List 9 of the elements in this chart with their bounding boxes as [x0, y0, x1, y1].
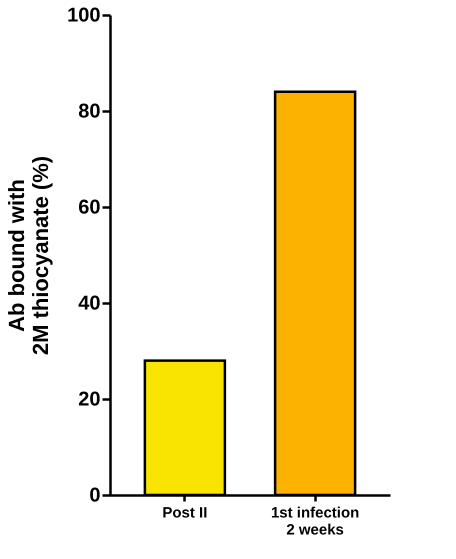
x-tick-label: 1st infection 2 weeks: [270, 504, 360, 538]
y-tick-label: 40: [78, 292, 100, 314]
y-tick-label: 60: [78, 196, 100, 218]
y-axis-title: Ab bound with 2M thiocyanate (%): [4, 156, 54, 356]
y-tick-label: 20: [78, 388, 100, 410]
y-tick-label: 0: [89, 484, 100, 506]
y-tick-label: 80: [78, 100, 100, 122]
x-tick-label: Post II: [162, 504, 208, 522]
y-tick-label: 100: [67, 4, 100, 26]
